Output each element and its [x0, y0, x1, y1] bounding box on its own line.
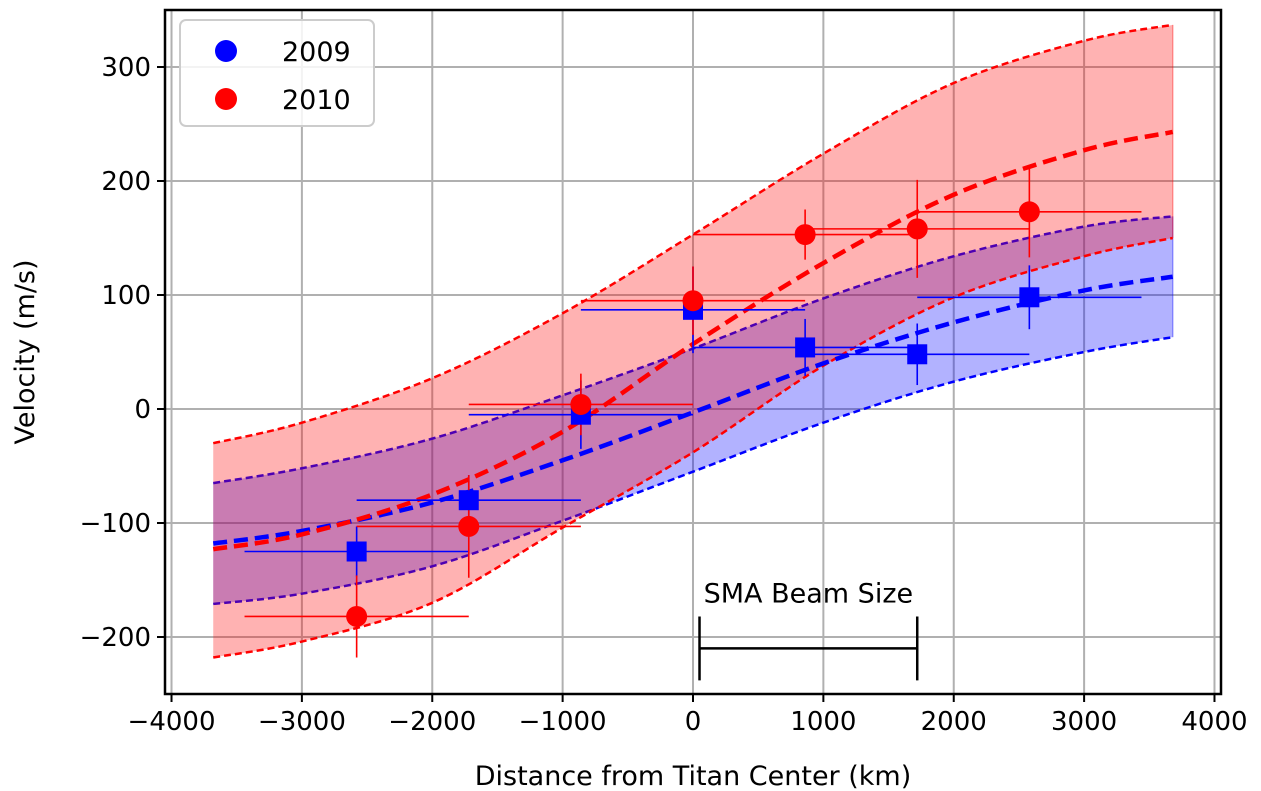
x-tick-label: −3000	[258, 707, 346, 737]
y-tick-label: −200	[80, 623, 151, 653]
beam-size-label: SMA Beam Size	[704, 578, 913, 609]
series-2010-point	[906, 218, 928, 240]
x-tick-label: −1000	[519, 707, 607, 737]
y-tick-label: 100	[101, 281, 151, 311]
y-tick-label: 200	[101, 167, 151, 197]
legend-label-2010: 2010	[282, 85, 351, 116]
x-tick-label: 2000	[921, 707, 987, 737]
legend: 2009 2010	[179, 19, 375, 127]
x-tick-label: 0	[685, 707, 702, 737]
series-2010-point	[794, 224, 816, 246]
series-2010-point	[570, 393, 592, 415]
series-2009-point	[346, 541, 367, 562]
legend-marker-2010	[215, 88, 237, 110]
legend-label-2009: 2009	[282, 37, 351, 68]
data-points	[346, 201, 1040, 627]
series-2009-point	[1019, 287, 1040, 308]
series-2009-band-lower	[213, 335, 1173, 606]
series-2010-point	[1018, 201, 1040, 223]
x-tick-label: 4000	[1181, 707, 1247, 737]
series-2010-point	[458, 515, 480, 537]
series-2009-band	[213, 216, 1173, 604]
x-tick-label: 3000	[1051, 707, 1117, 737]
x-axis-title: Distance from Titan Center (km)	[475, 761, 912, 791]
x-tick-label: 1000	[790, 707, 856, 737]
series-2009-point	[458, 490, 479, 511]
series-2010-point	[682, 290, 704, 312]
x-tick-label: −4000	[128, 707, 216, 737]
series-2010-band-upper	[212, 23, 1173, 445]
y-tick-label: 0	[134, 395, 151, 425]
y-axis-title: Velocity (m/s)	[10, 259, 41, 444]
series-2010-point	[346, 605, 368, 627]
beam-size-annotation: SMA Beam Size	[698, 578, 919, 681]
y-tick-label: −100	[80, 509, 151, 539]
series-2009-point	[795, 337, 816, 358]
x-tick-label: −2000	[388, 707, 476, 737]
series-2010-band-lower	[213, 236, 1174, 659]
legend-marker-2009	[215, 40, 237, 62]
axis-ticks: −4000 −3000 −2000 −1000 0 1000 2000 3000 4000−20…	[80, 53, 1248, 737]
series-2009-point	[907, 344, 928, 365]
y-tick-label: 300	[101, 53, 151, 83]
